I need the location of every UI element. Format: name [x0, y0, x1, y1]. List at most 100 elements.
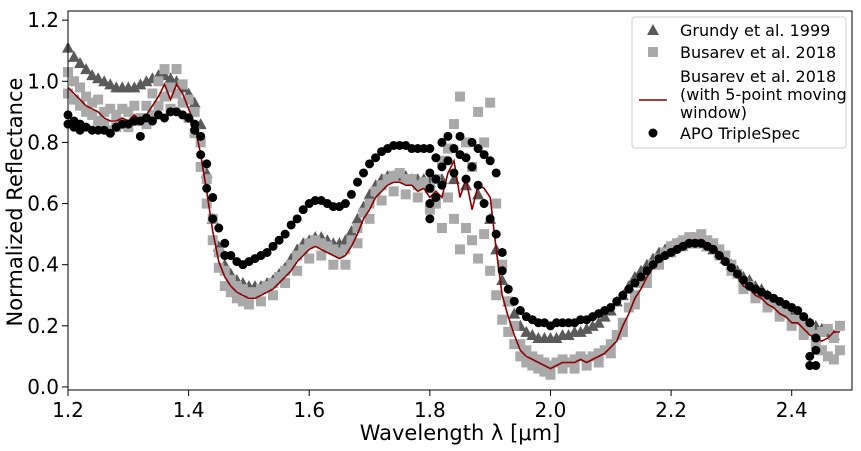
data-point: [81, 91, 92, 102]
data-point: [358, 207, 369, 218]
data-point: [359, 168, 369, 178]
data-point: [147, 116, 157, 126]
data-point: [328, 244, 339, 255]
data-point: [521, 357, 532, 368]
data-point: [768, 299, 779, 310]
data-point: [811, 345, 821, 355]
data-point: [219, 281, 230, 292]
data-point: [811, 361, 821, 371]
data-point: [515, 339, 526, 350]
plot-series: [62, 41, 845, 380]
data-point: [642, 266, 652, 276]
data-point: [196, 150, 206, 160]
data-point: [352, 238, 363, 249]
y-tick-label: 1.2: [27, 8, 59, 32]
data-point: [280, 278, 291, 289]
data-point: [580, 322, 593, 334]
data-point: [811, 333, 821, 343]
data-point: [617, 326, 628, 337]
data-point: [99, 119, 110, 130]
data-point: [515, 306, 525, 316]
data-point: [762, 302, 773, 313]
x-tick-label: 2.2: [655, 398, 687, 422]
data-point: [550, 332, 563, 344]
data-point: [623, 302, 634, 313]
data-point: [351, 212, 364, 224]
data-point: [425, 144, 435, 154]
data-point: [539, 366, 550, 377]
data-point: [586, 319, 599, 331]
data-point: [672, 238, 683, 249]
data-point: [750, 293, 761, 304]
data-point: [147, 109, 158, 120]
data-point: [394, 167, 405, 178]
data-point: [448, 213, 459, 224]
data-point: [141, 100, 152, 111]
data-point: [430, 198, 441, 209]
data-point: [340, 244, 351, 255]
data-point: [473, 106, 484, 117]
data-point: [201, 198, 212, 209]
data-point: [635, 278, 646, 289]
data-point: [364, 198, 375, 209]
data-point: [75, 82, 86, 93]
data-point: [93, 94, 104, 105]
data-point: [346, 235, 357, 246]
data-point: [316, 250, 327, 261]
data-point: [792, 314, 803, 325]
data-point: [262, 247, 272, 257]
data-point: [304, 253, 315, 264]
data-point: [774, 311, 785, 322]
data-point: [382, 174, 393, 185]
data-point: [298, 205, 308, 215]
data-point: [292, 250, 303, 261]
data-point: [533, 363, 544, 374]
data-point: [105, 103, 116, 114]
data-point: [406, 174, 417, 185]
data-point: [442, 192, 453, 203]
data-point: [443, 156, 453, 166]
data-point: [545, 369, 556, 380]
data-point: [195, 137, 206, 148]
data-point: [249, 287, 260, 298]
data-point: [195, 161, 206, 172]
data-point: [569, 354, 580, 365]
data-point: [237, 284, 248, 295]
data-point: [461, 174, 471, 184]
data-point: [641, 278, 652, 289]
data-point: [135, 131, 145, 141]
data-point: [605, 348, 616, 359]
data-point: [196, 131, 206, 141]
data-point: [593, 348, 604, 359]
data-point: [527, 360, 538, 371]
data-point: [87, 97, 98, 108]
data-point: [774, 305, 785, 316]
data-point: [461, 137, 472, 148]
data-point: [388, 171, 399, 182]
data-point: [497, 259, 508, 270]
data-point: [268, 278, 279, 289]
data-point: [598, 310, 611, 322]
data-point: [436, 155, 447, 166]
data-point: [292, 265, 303, 276]
data-point: [425, 183, 435, 193]
data-point: [479, 137, 490, 148]
y-tick-label: 1.0: [27, 69, 59, 93]
x-tick-label: 1.6: [293, 398, 325, 422]
data-point: [431, 153, 441, 163]
data-point: [804, 323, 815, 334]
data-point: [448, 119, 459, 130]
axes: 1.2 1.4 1.6 1.8 2.0 2.2 2.4 0.0 0.2 0.4 0.6 0.8 1.0 1…: [27, 8, 807, 422]
data-point: [183, 94, 194, 105]
data-point: [678, 235, 689, 246]
data-point: [165, 82, 176, 93]
data-point: [87, 109, 98, 120]
data-point: [690, 232, 701, 243]
data-point: [509, 339, 520, 350]
data-point: [280, 265, 291, 276]
data-point: [491, 229, 501, 239]
series-3: [63, 107, 821, 371]
data-point: [485, 97, 496, 108]
data-point: [425, 168, 435, 178]
data-point: [117, 103, 128, 114]
